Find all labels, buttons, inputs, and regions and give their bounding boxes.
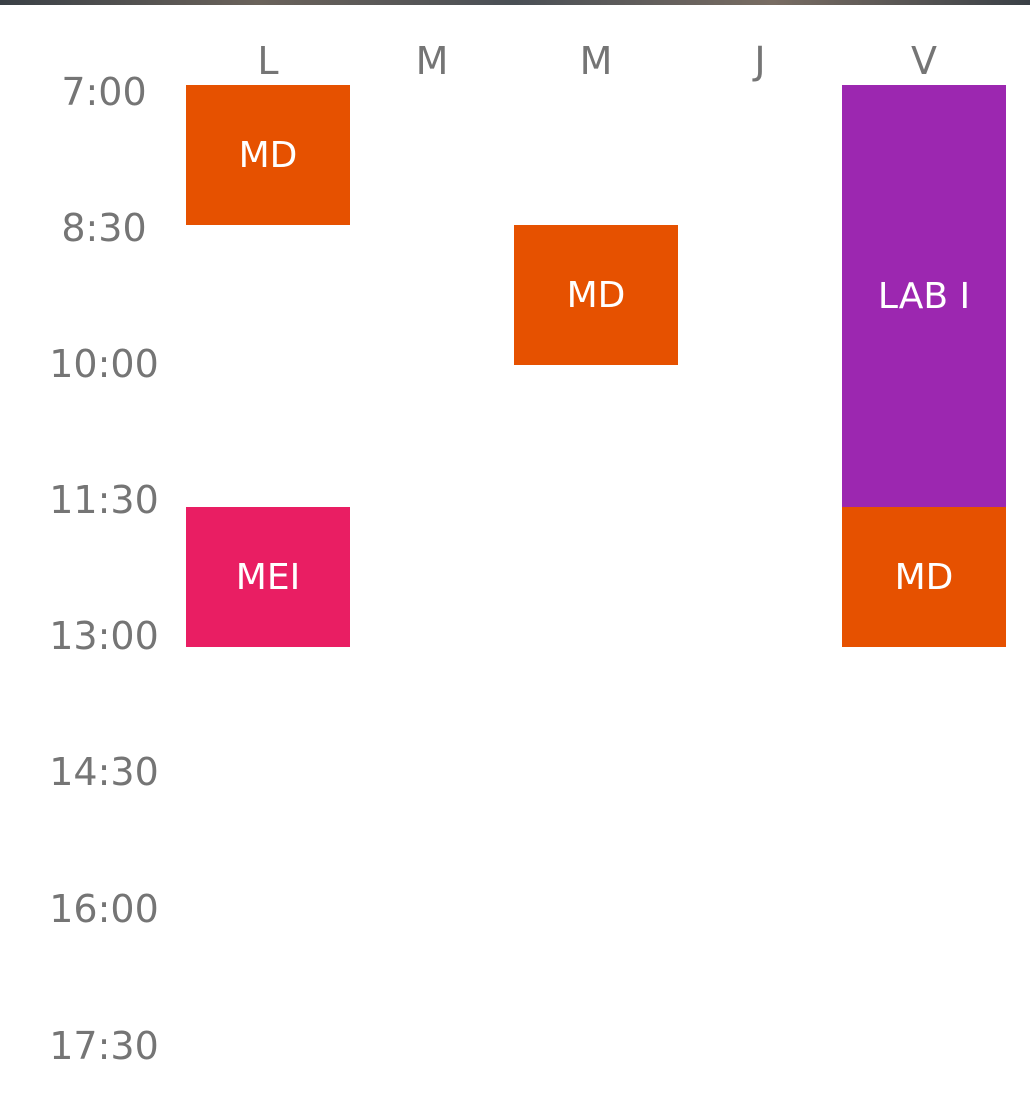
time-label: 7:00 [61,70,147,114]
top-status-strip [0,0,1030,5]
time-label: 17:30 [49,1024,159,1068]
day-header-martes: M [415,39,449,83]
event-label: MD [894,556,954,598]
event-label: LAB I [877,275,971,317]
day-header-lunes: L [257,39,279,83]
day-header-miercoles: M [579,39,613,83]
event-label: MD [566,274,626,316]
event-block-mei-lunes[interactable]: MEI [186,507,350,647]
time-label: 8:30 [61,206,147,250]
time-label: 16:00 [49,887,159,931]
time-label: 13:00 [49,614,159,658]
time-label: 10:00 [49,342,159,386]
event-block-md-miercoles[interactable]: MD [514,225,678,365]
event-label: MEI [235,556,301,598]
time-label: 14:30 [49,750,159,794]
event-block-md-lunes[interactable]: MD [186,85,350,225]
event-label: MD [238,134,298,176]
time-label: 11:30 [49,478,159,522]
event-block-lab-i-viernes[interactable]: LAB I [842,85,1006,507]
event-block-md-viernes[interactable]: MD [842,507,1006,647]
day-header-jueves: J [754,39,766,83]
day-header-viernes: V [911,39,937,83]
